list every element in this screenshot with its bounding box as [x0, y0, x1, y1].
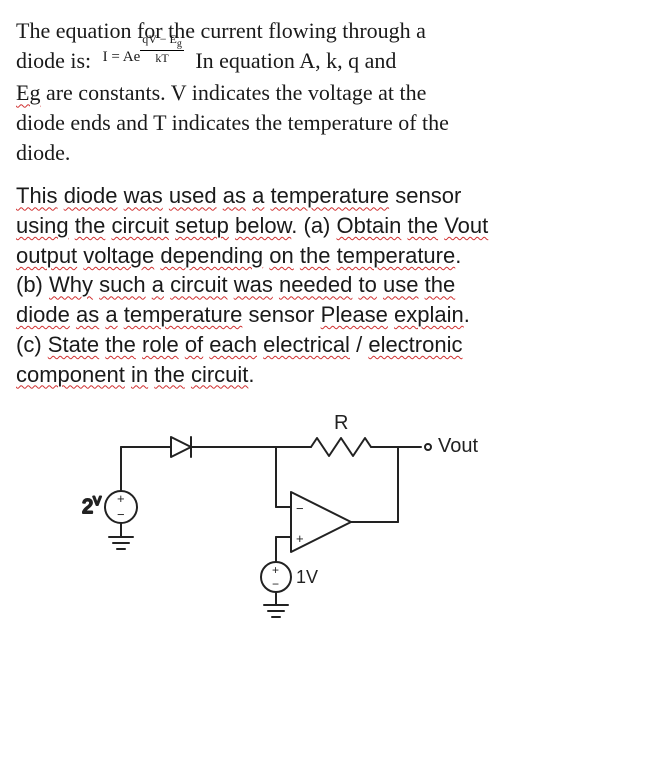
svg-text:+: +	[296, 531, 304, 546]
svg-text:−: −	[296, 501, 304, 516]
intro-line5: diode.	[16, 140, 70, 165]
intro-line2a: diode is:	[16, 48, 91, 73]
vout-label: Vout	[438, 435, 478, 457]
diode-equation: I = AeqV − EgkT	[97, 41, 190, 72]
intro-line3: Eg are constants. V indicates the voltag…	[16, 80, 426, 105]
circuit-diagram: + − 2V R Vout − + + − 1V	[76, 397, 496, 627]
vout-node	[425, 444, 431, 450]
resistor-icon	[311, 438, 371, 456]
minus-icon: −	[117, 507, 125, 522]
diode-icon	[171, 437, 191, 457]
eq-exponent: qV − EgkT	[140, 33, 184, 64]
intro-line2b: In equation A, k, q and	[195, 48, 396, 73]
vsource-2v-label: 2V	[82, 494, 101, 518]
opamp-icon: − +	[276, 492, 351, 552]
plus-icon: +	[117, 491, 125, 506]
intro-line1: The equation for the current flowing thr…	[16, 18, 426, 43]
vsource-1v-label: 1V	[296, 567, 318, 587]
question-body: This diode was used as a temperature sen…	[16, 181, 630, 389]
svg-text:−: −	[272, 577, 279, 591]
resistor-label: R	[334, 412, 348, 434]
problem-intro: The equation for the current flowing thr…	[16, 16, 630, 167]
intro-line4: diode ends and T indicates the temperatu…	[16, 110, 449, 135]
svg-text:+: +	[272, 563, 279, 577]
eq-base: I = Ae	[103, 47, 141, 67]
